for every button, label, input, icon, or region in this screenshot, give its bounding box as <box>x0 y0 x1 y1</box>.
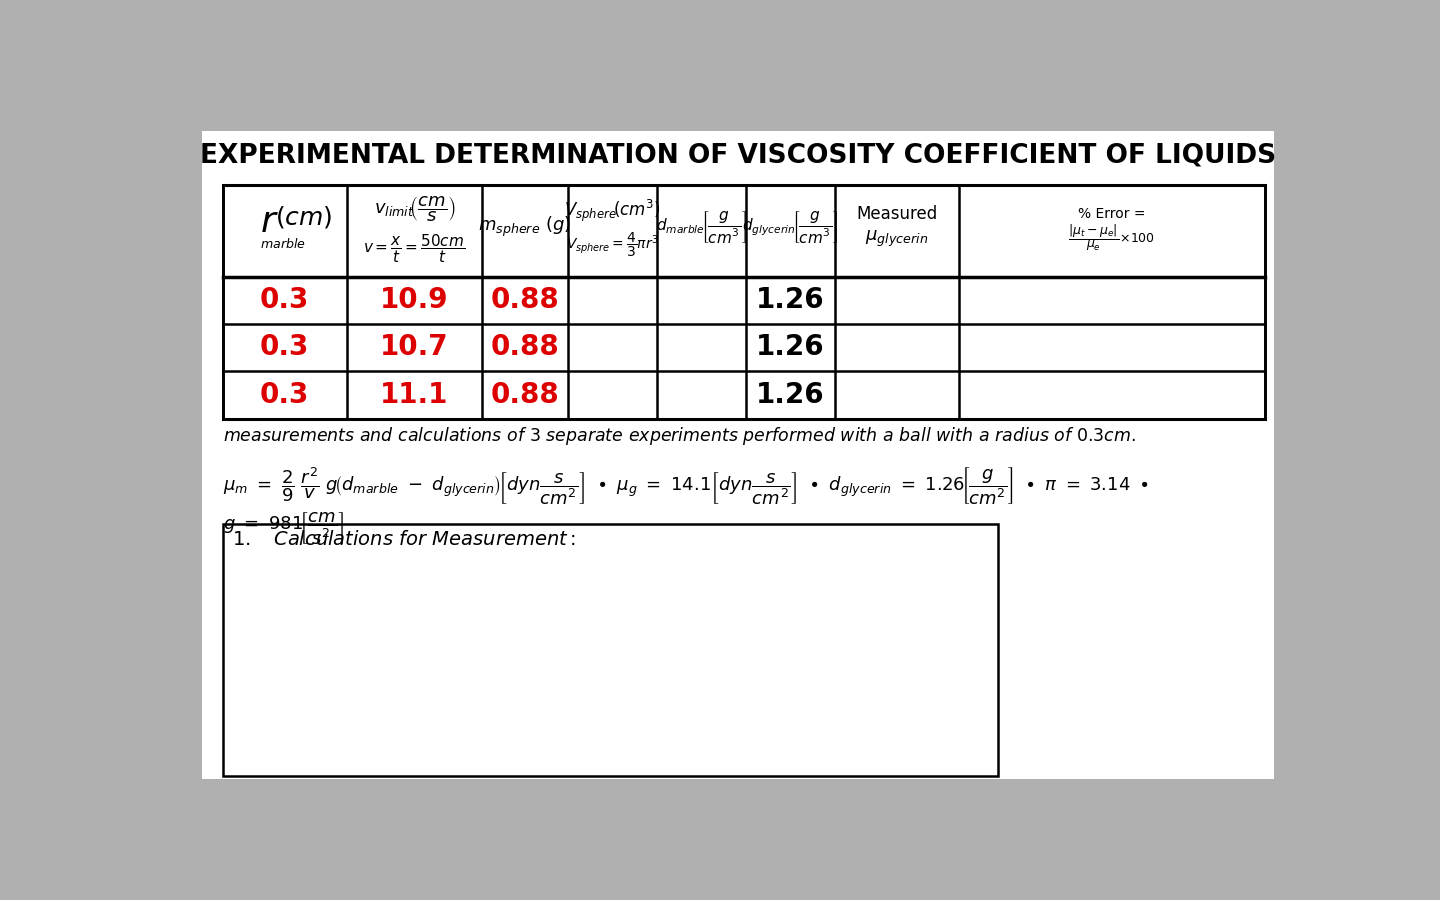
Bar <box>223 185 1264 419</box>
Text: $g\ =\ 981\!\left[\dfrac{cm}{s^2}\right]$: $g\ =\ 981\!\left[\dfrac{cm}{s^2}\right]… <box>223 510 344 546</box>
Text: $V_{sphere}=\dfrac{4}{3}\pi r^3$: $V_{sphere}=\dfrac{4}{3}\pi r^3$ <box>566 231 658 259</box>
Text: 0.3: 0.3 <box>261 334 310 362</box>
Text: $v=\dfrac{x}{t}=\dfrac{50cm}{t}$: $v=\dfrac{x}{t}=\dfrac{50cm}{t}$ <box>363 232 465 265</box>
Text: $d_{marble}\!\left[\dfrac{g}{cm^3}\right]$: $d_{marble}\!\left[\dfrac{g}{cm^3}\right… <box>655 210 746 246</box>
Text: $\mu_m\ =\ \dfrac{2}{9}\ \dfrac{r^2}{v}\ g\!\left(d_{marble}\ -\ d_{glycerin}\ri: $\mu_m\ =\ \dfrac{2}{9}\ \dfrac{r^2}{v}\… <box>223 465 1149 507</box>
Text: $\mathbf{\mathit{1.\ \ \ Calculations\ for\ Measurement:}}$: $\mathbf{\mathit{1.\ \ \ Calculations\ f… <box>232 530 576 549</box>
Bar <box>223 524 998 776</box>
Text: 10.7: 10.7 <box>380 334 449 362</box>
Text: EXPERIMENTAL DETERMINATION OF VISCOSITY COEFFICIENT OF LIQUIDS: EXPERIMENTAL DETERMINATION OF VISCOSITY … <box>200 142 1276 168</box>
Text: 1.26: 1.26 <box>756 334 825 362</box>
Text: 1.26: 1.26 <box>756 382 825 410</box>
Text: 0.3: 0.3 <box>261 382 310 410</box>
Text: 0.88: 0.88 <box>491 286 559 314</box>
Text: $\dfrac{|\mu_t - \mu_e|}{\mu_e}\!\times\!100$: $\dfrac{|\mu_t - \mu_e|}{\mu_e}\!\times\… <box>1068 222 1155 253</box>
Text: 1.26: 1.26 <box>756 286 825 314</box>
Text: 0.88: 0.88 <box>491 334 559 362</box>
Text: $_{marble}$: $_{marble}$ <box>261 233 307 251</box>
Text: $(cm)$: $(cm)$ <box>275 204 333 230</box>
Text: $\mathit{measurements\ and\ calculations\ of\ 3\ separate\ experiments\ performe: $\mathit{measurements\ and\ calculations… <box>223 425 1136 447</box>
Text: 0.88: 0.88 <box>491 382 559 410</box>
Text: % Error =: % Error = <box>1079 207 1146 221</box>
Text: Measured: Measured <box>857 205 937 223</box>
Text: 10.9: 10.9 <box>380 286 449 314</box>
Text: $\mu_{glycerin}$: $\mu_{glycerin}$ <box>865 229 929 249</box>
Text: $V_{sphere}\!\left(cm^3\right)$: $V_{sphere}\!\left(cm^3\right)$ <box>563 198 661 224</box>
Text: 0.3: 0.3 <box>261 286 310 314</box>
Text: $m_{sphere}\ (g)$: $m_{sphere}\ (g)$ <box>478 215 572 239</box>
Text: 11.1: 11.1 <box>380 382 449 410</box>
Text: $v_{limit}\!\left(\dfrac{cm}{s}\right)$: $v_{limit}\!\left(\dfrac{cm}{s}\right)$ <box>373 194 455 224</box>
Text: $r$: $r$ <box>259 205 278 239</box>
Text: $d_{glycerin}\!\left[\dfrac{g}{cm^3}\right]$: $d_{glycerin}\!\left[\dfrac{g}{cm^3}\rig… <box>743 210 838 246</box>
